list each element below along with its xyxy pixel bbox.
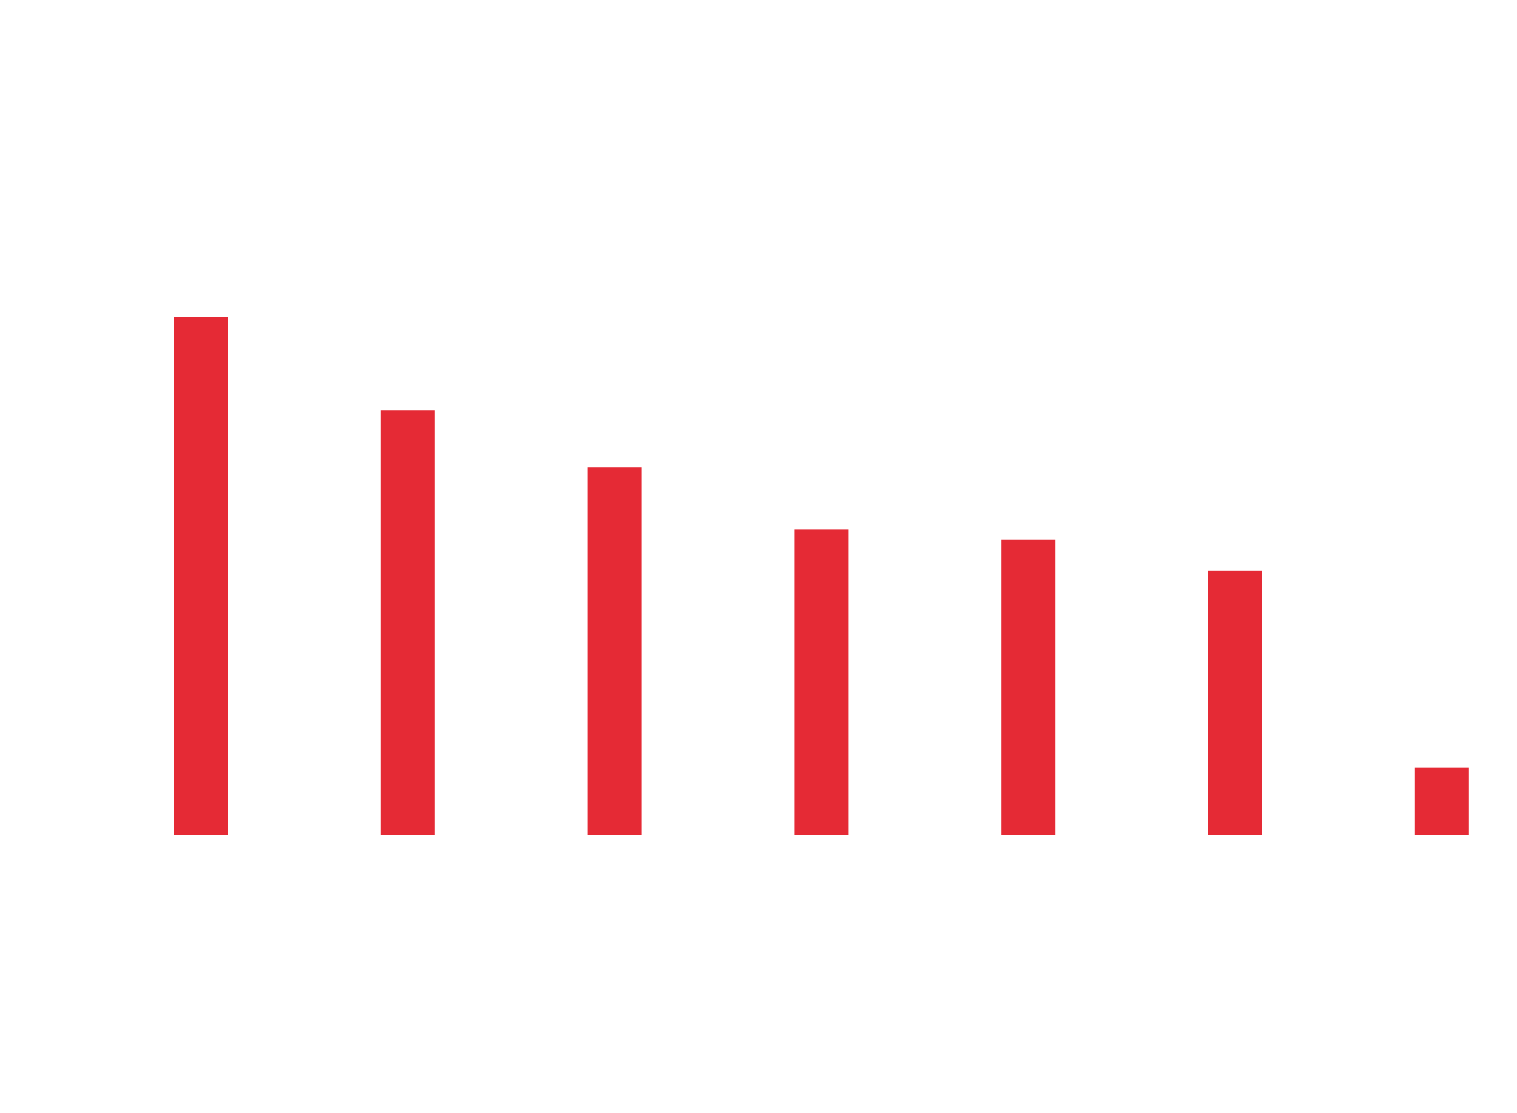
bar bbox=[380, 410, 435, 835]
bar bbox=[1001, 539, 1056, 835]
bar bbox=[174, 317, 228, 835]
bar bbox=[1414, 767, 1469, 835]
bar bbox=[587, 467, 642, 835]
bar bbox=[1208, 570, 1262, 835]
bar bbox=[794, 529, 849, 835]
